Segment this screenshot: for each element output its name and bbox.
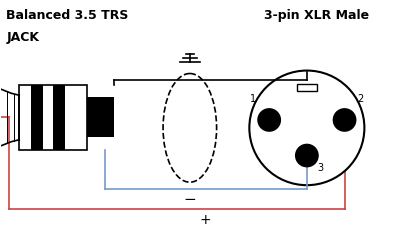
Text: JACK: JACK <box>6 31 39 44</box>
Circle shape <box>257 108 281 132</box>
Bar <box>53 85 65 150</box>
Text: 2: 2 <box>357 94 364 104</box>
Text: 1: 1 <box>250 94 256 104</box>
Text: +: + <box>200 213 212 227</box>
Text: −: − <box>184 192 196 207</box>
Bar <box>87 97 114 137</box>
Text: Balanced 3.5 TRS: Balanced 3.5 TRS <box>6 9 129 22</box>
Text: 3-pin XLR Male: 3-pin XLR Male <box>264 9 369 22</box>
Bar <box>31 85 43 150</box>
Circle shape <box>333 108 356 132</box>
Bar <box>297 84 317 91</box>
Bar <box>19 85 87 150</box>
Circle shape <box>249 71 364 185</box>
Text: 3: 3 <box>318 163 324 173</box>
Circle shape <box>295 144 319 167</box>
